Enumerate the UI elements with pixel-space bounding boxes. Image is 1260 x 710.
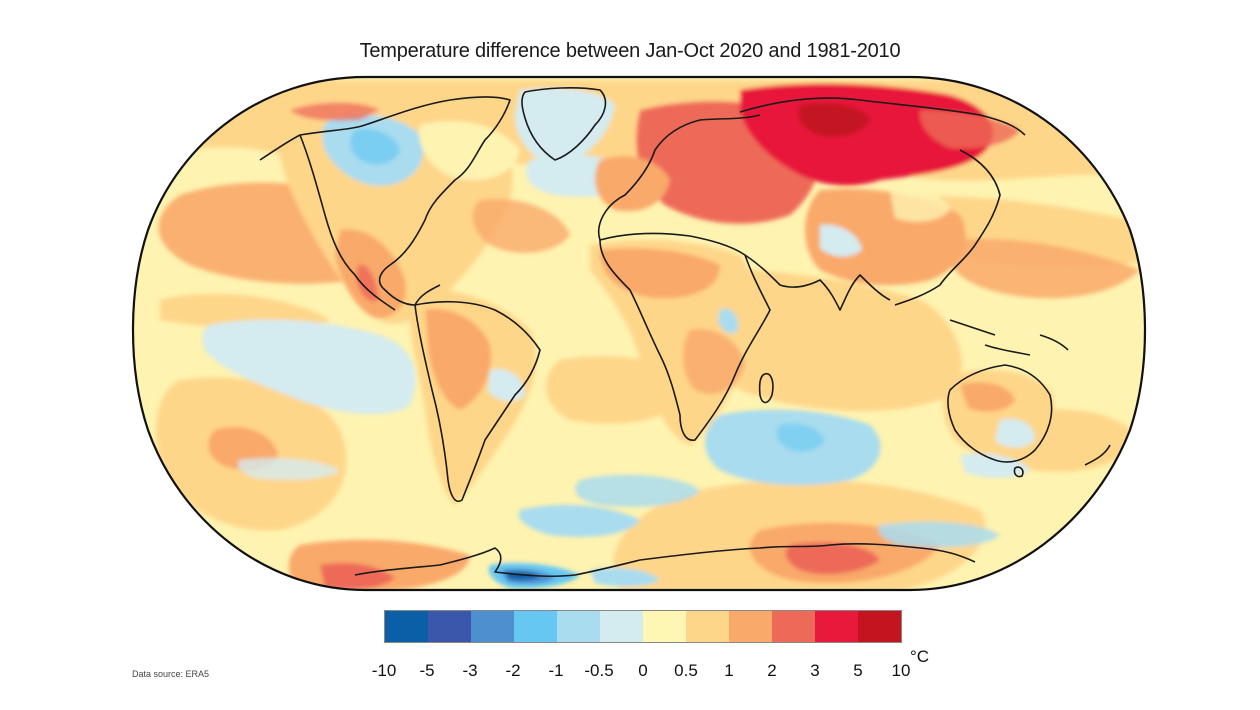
colorbar-segment — [772, 611, 815, 642]
colorbar-segment — [471, 611, 514, 642]
colorbar-tick-label: -1 — [548, 661, 564, 680]
colorbar-tick-label: -3 — [462, 661, 478, 680]
colorbar-segment — [600, 611, 643, 642]
colorbar-segment — [858, 611, 901, 642]
data-source-note: Data source: ERA5 — [132, 669, 210, 679]
colorbar-segment — [428, 611, 471, 642]
map-title: Temperature difference between Jan-Oct 2… — [359, 40, 901, 62]
colorbar-segment — [686, 611, 729, 642]
colorbar-tick-label: 5 — [853, 661, 863, 680]
colorbar-segment — [729, 611, 772, 642]
colorbar-tick-label: -10 — [371, 661, 397, 680]
colorbar-segment — [815, 611, 858, 642]
colorbar-tick-label: 3 — [810, 661, 820, 680]
colorbar-tick-label: 0.5 — [674, 661, 698, 680]
colorbar-segment — [514, 611, 557, 642]
colorbar-tick-label: -5 — [419, 661, 435, 680]
colorbar-ticks: -10 -5 -3 -2 -1 -0.5 0 0.5 1 2 3 5 10 — [0, 661, 1260, 685]
colorbar-segment — [385, 611, 428, 642]
colorbar-tick-label: 2 — [767, 661, 777, 680]
colorbar-segment — [643, 611, 686, 642]
colorbar-tick-label: 1 — [724, 661, 734, 680]
colorbar-tick-label: -2 — [505, 661, 521, 680]
colorbar-tick-label: -0.5 — [584, 661, 614, 680]
map-outline — [131, 75, 1147, 592]
colorbar-tick-label: 10 — [891, 661, 911, 680]
colorbar-segment — [557, 611, 600, 642]
colorbar-unit: °C — [910, 647, 930, 666]
colorbar-tick-label: 0 — [638, 661, 648, 680]
colorbar — [384, 610, 902, 643]
